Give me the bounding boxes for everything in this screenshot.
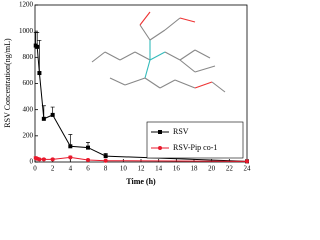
data-point [86,145,90,150]
y-tick-label: 800 [23,53,34,61]
data-point [35,44,40,49]
data-point [68,155,73,160]
x-tick-label: 22 [226,165,234,173]
legend-label: RSV [173,127,189,136]
y-tick-label: 200 [23,131,34,139]
data-point [41,157,46,162]
legend-box [146,121,244,159]
legend-marker [158,146,162,150]
error-bar [37,39,42,74]
data-point [68,144,73,149]
legend-marker [158,130,162,134]
x-tick-label: 2 [51,165,55,173]
y-tick-label: 1200 [19,1,34,9]
x-tick-label: 14 [155,165,163,173]
data-point [103,158,108,163]
x-tick-label: 12 [138,165,146,173]
y-axis-label: RSV Concentration(ng/mL) [3,38,12,128]
data-point [245,159,249,164]
x-tick-label: 6 [86,165,90,173]
data-point [103,154,108,159]
y-tick-label: 0 [30,158,34,166]
data-point [50,157,55,162]
x-tick-label: 8 [104,165,108,173]
error-bar [41,105,46,119]
data-point [41,116,46,121]
data-point [50,112,55,117]
chart: RSV Concentration(ng/mL) Time (h) 020040… [3,1,252,186]
x-axis-label: Time (h) [126,177,156,186]
x-tick-label: 18 [191,165,199,173]
x-tick-label: 20 [208,165,216,173]
x-tick-label: 4 [69,165,73,173]
error-bar [35,32,40,47]
x-tick-label: 10 [120,165,128,173]
data-point [37,157,42,162]
x-tick-label: 0 [33,165,37,173]
data-point [86,158,90,163]
data-point [37,71,42,76]
y-tick-label: 600 [23,79,34,87]
x-tick-label: 16 [173,165,181,173]
x-tick-label: 24 [244,165,252,173]
y-tick-label: 400 [23,105,34,113]
y-tick-label: 1000 [19,27,34,35]
molecule-inset [91,11,226,93]
legend-label: RSV-Pip co-1 [173,143,217,152]
